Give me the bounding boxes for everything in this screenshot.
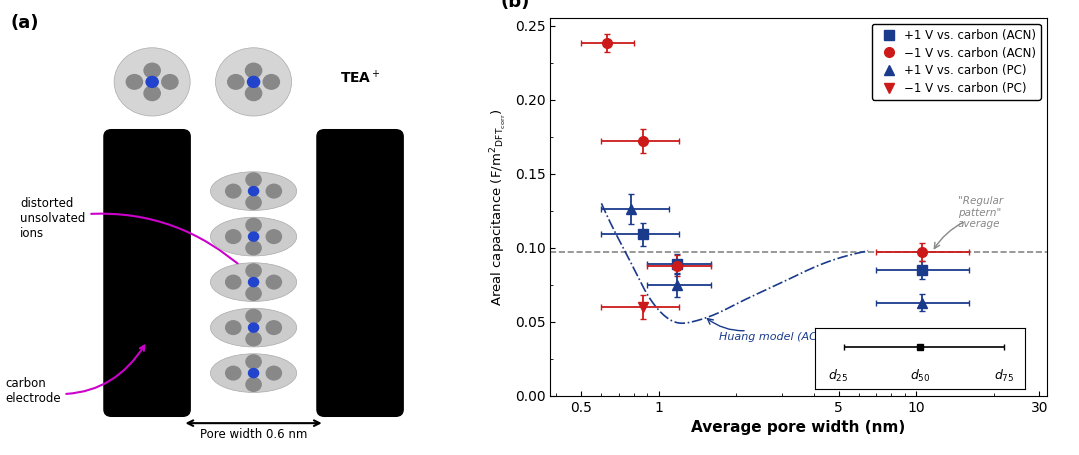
Ellipse shape xyxy=(210,217,297,256)
Circle shape xyxy=(247,76,260,87)
Circle shape xyxy=(246,287,261,300)
Circle shape xyxy=(114,48,190,116)
Legend: +1 V vs. carbon (ACN), −1 V vs. carbon (ACN), +1 V vs. carbon (PC), −1 V vs. car: +1 V vs. carbon (ACN), −1 V vs. carbon (… xyxy=(872,24,1041,100)
Circle shape xyxy=(267,366,282,380)
Text: carbon
electrode: carbon electrode xyxy=(5,346,145,405)
Circle shape xyxy=(267,230,282,243)
Y-axis label: Areal capacitance (F/m$^2$$_{\mathregular{DFT_{corr}}}$): Areal capacitance (F/m$^2$$_{\mathregula… xyxy=(489,108,509,306)
X-axis label: Average pore width (nm): Average pore width (nm) xyxy=(692,420,905,435)
Circle shape xyxy=(246,241,261,255)
Text: Huang model (ACN): Huang model (ACN) xyxy=(719,332,829,342)
Circle shape xyxy=(126,75,142,89)
Circle shape xyxy=(246,264,261,278)
Circle shape xyxy=(144,63,161,78)
Ellipse shape xyxy=(210,354,297,392)
Ellipse shape xyxy=(210,263,297,301)
FancyBboxPatch shape xyxy=(317,130,404,416)
Circle shape xyxy=(246,378,261,391)
Circle shape xyxy=(248,278,259,287)
Ellipse shape xyxy=(210,172,297,210)
Text: $d_{75}$: $d_{75}$ xyxy=(994,368,1014,384)
Circle shape xyxy=(267,184,282,198)
Circle shape xyxy=(267,275,282,289)
Circle shape xyxy=(263,75,279,89)
Circle shape xyxy=(248,187,259,196)
Ellipse shape xyxy=(210,308,297,347)
Circle shape xyxy=(162,75,178,89)
Circle shape xyxy=(248,369,259,378)
Circle shape xyxy=(216,48,291,116)
Circle shape xyxy=(246,173,261,187)
Circle shape xyxy=(245,63,262,78)
Circle shape xyxy=(226,184,241,198)
Circle shape xyxy=(246,196,261,209)
Circle shape xyxy=(248,232,259,241)
Circle shape xyxy=(146,76,159,87)
Circle shape xyxy=(246,218,261,232)
Text: distorted
unsolvated
ions: distorted unsolvated ions xyxy=(21,197,245,270)
Text: (a): (a) xyxy=(10,14,39,32)
Text: $d_{25}$: $d_{25}$ xyxy=(828,368,848,384)
Circle shape xyxy=(246,309,261,323)
Text: TEA$^+$: TEA$^+$ xyxy=(340,69,381,86)
Circle shape xyxy=(228,75,244,89)
Circle shape xyxy=(226,366,241,380)
Circle shape xyxy=(226,321,241,334)
Circle shape xyxy=(245,86,262,101)
Text: Pore width 0.6 nm: Pore width 0.6 nm xyxy=(200,428,308,441)
FancyBboxPatch shape xyxy=(104,130,190,416)
Text: (b): (b) xyxy=(501,0,530,10)
Circle shape xyxy=(267,321,282,334)
Text: "Regular
pattern"
average: "Regular pattern" average xyxy=(958,196,1003,229)
Circle shape xyxy=(144,86,161,101)
Circle shape xyxy=(226,275,241,289)
Circle shape xyxy=(248,323,259,332)
Circle shape xyxy=(226,230,241,243)
Text: $d_{50}$: $d_{50}$ xyxy=(910,368,930,384)
Circle shape xyxy=(246,332,261,346)
Circle shape xyxy=(246,355,261,369)
